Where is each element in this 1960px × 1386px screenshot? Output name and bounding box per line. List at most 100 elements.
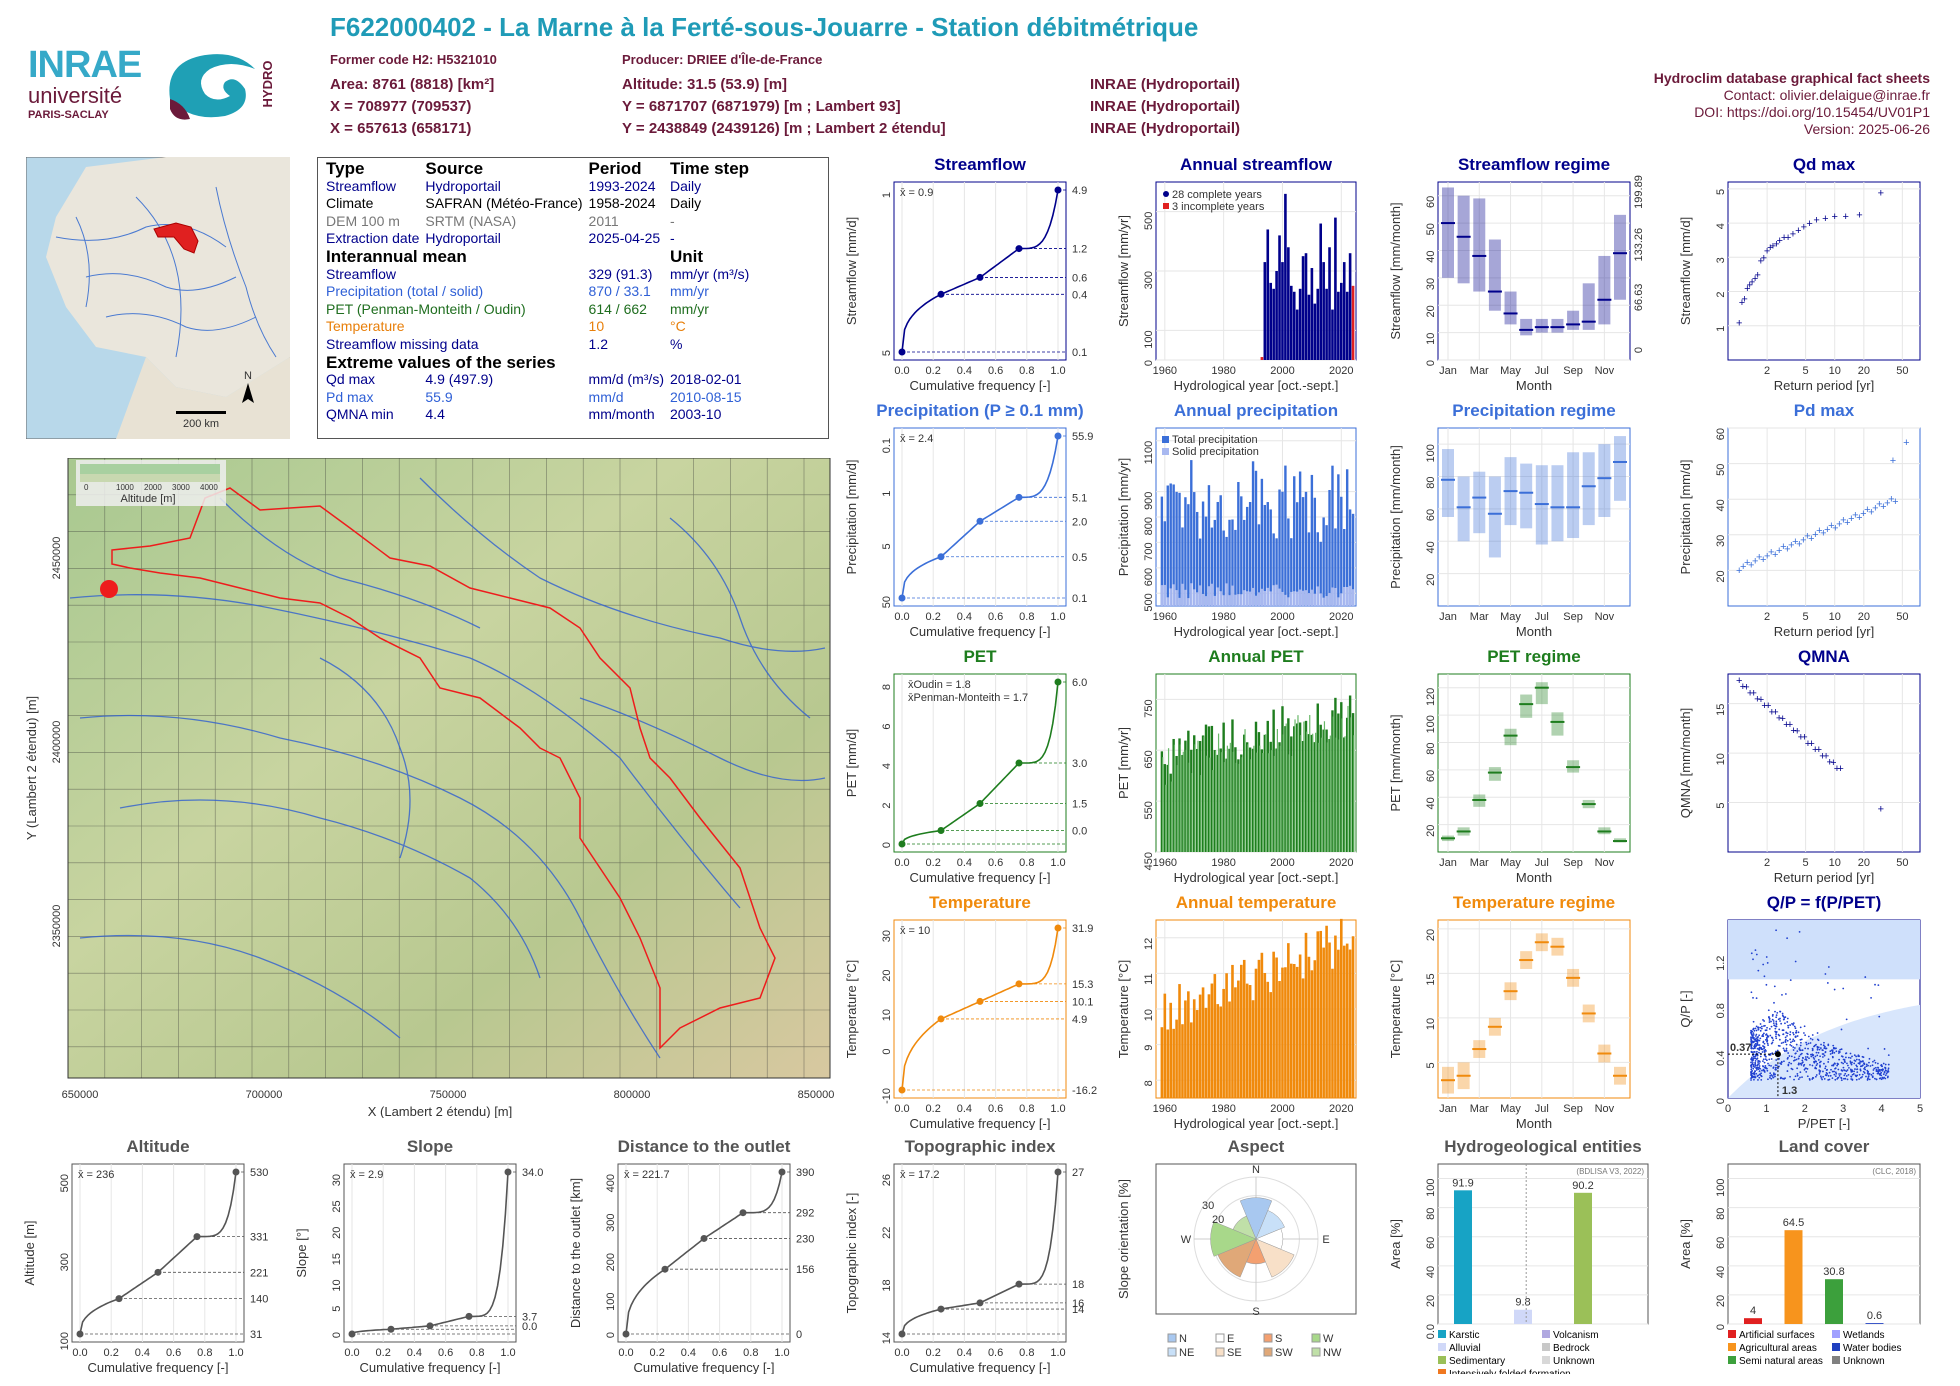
x-tick: Jul — [1535, 611, 1549, 623]
scatter-point — [1754, 1038, 1757, 1041]
scatter-point — [1752, 1036, 1755, 1039]
x-tick: Jan — [1439, 365, 1457, 377]
data-point: + — [1779, 713, 1785, 725]
scatter-point — [1786, 1032, 1789, 1035]
scatter-point — [1757, 1079, 1759, 1081]
scatter-point — [1782, 1033, 1784, 1036]
scatter-point — [1877, 1067, 1880, 1069]
x-tick: May — [1500, 857, 1521, 869]
plot-area — [1437, 1163, 1649, 1325]
info-row-cell: Daily — [669, 177, 702, 194]
scatter-point — [1771, 1037, 1774, 1040]
scatter-point — [1798, 931, 1801, 933]
x-tick: 0.0 — [894, 1103, 909, 1115]
data-point: + — [1790, 725, 1796, 737]
x-tick: 1980 — [1211, 857, 1235, 869]
scatter-point — [1811, 1053, 1814, 1056]
scatter-point — [1796, 1035, 1799, 1037]
legend-entry: W — [1323, 1333, 1334, 1345]
scatter-point — [1822, 1053, 1825, 1055]
x-tick: 0.8 — [743, 1347, 758, 1359]
legend-entry: Agricultural areas — [1739, 1343, 1817, 1354]
scatter-point — [1852, 1073, 1855, 1075]
mean-pm: x̄Penman-Monteith = 1.7 — [908, 692, 1028, 704]
solid-bar — [1243, 590, 1246, 606]
y-tick: 800 — [1143, 517, 1155, 535]
y-tick: 10 — [1425, 1018, 1437, 1030]
scatter-point — [1799, 1062, 1802, 1065]
scatter-point — [1874, 1061, 1877, 1064]
y-axis-label: Distance to the outlet [km] — [568, 1178, 583, 1328]
scatter-point — [1829, 1074, 1832, 1077]
solid-bar — [1193, 589, 1196, 606]
right-tick: 133.26 — [1633, 228, 1645, 262]
scatter-point — [1755, 997, 1758, 1000]
annual-bar — [1278, 489, 1281, 606]
annual-bar — [1248, 747, 1252, 852]
info-row: Streamflow Hydroportail 1993-2024 Daily — [326, 178, 755, 196]
annual-bar — [1325, 925, 1328, 1098]
scatter-point — [1789, 1031, 1792, 1033]
quantile-point — [1054, 186, 1062, 194]
scatter-point — [1800, 1052, 1803, 1055]
data-point: + — [1772, 706, 1778, 718]
legend-swatch — [1438, 1330, 1446, 1338]
y-tick: 40 — [1425, 1266, 1437, 1278]
annual-bar — [1269, 741, 1272, 852]
extreme-cell: 4.9 (497.9) — [425, 371, 494, 388]
x-tick: Mar — [1470, 857, 1489, 869]
category-bar — [1865, 1323, 1884, 1324]
scatter-point — [1855, 1055, 1858, 1058]
x-tick: 2000 — [1270, 611, 1294, 623]
pm-bar — [1194, 744, 1196, 852]
scatter-point — [1787, 1026, 1790, 1029]
solid-bar — [1166, 597, 1169, 606]
scatter-point — [1750, 1068, 1753, 1071]
source-1: INRAE (Hydroportail) — [1090, 76, 1240, 93]
annual-bar — [1292, 291, 1296, 360]
annual-bar — [1295, 502, 1299, 606]
scatter-point — [1858, 1062, 1861, 1065]
y-axis-label: Temperature [°C] — [844, 960, 859, 1058]
solid-bar — [1322, 597, 1325, 606]
scatter-point — [1792, 1049, 1795, 1051]
scatter-point — [1798, 1055, 1801, 1058]
pm-bar — [1229, 742, 1231, 852]
scatter-point — [1766, 1038, 1768, 1041]
scatter-point — [1816, 1032, 1819, 1034]
annual-bar — [1345, 291, 1349, 360]
y-tick: 650 — [1143, 750, 1155, 768]
annual-bar — [1290, 736, 1293, 852]
right-tick: 221 — [250, 1267, 268, 1279]
annual-bar — [1204, 516, 1208, 606]
scatter-point — [1769, 1076, 1771, 1079]
y-axis-label: PET [mm/yr] — [1116, 727, 1131, 799]
scatter-point — [1785, 1043, 1788, 1046]
right-tick: 16 — [1072, 1298, 1084, 1310]
scatter-point — [1759, 1055, 1762, 1058]
annual-bar — [1231, 519, 1234, 606]
scatter-point — [1840, 1055, 1843, 1058]
scatter-point — [1856, 1068, 1858, 1071]
scatter-point — [1823, 1054, 1826, 1057]
annual-bar — [1219, 1006, 1223, 1098]
annual-bar — [1195, 511, 1199, 606]
pm-bar — [1323, 721, 1326, 852]
annual-bar — [1163, 993, 1167, 1098]
scatter-point — [1789, 979, 1792, 982]
x-tick: 1 — [1763, 1103, 1769, 1115]
solid-bar — [1293, 591, 1296, 606]
extreme-cell: mm/d (m³/s) — [588, 371, 664, 388]
info-panel: Type Source Period Time step Streamflow Hydro… — [317, 157, 829, 439]
mean-label: x̄ = 2.4 — [900, 433, 933, 445]
scatter-point — [1785, 1038, 1787, 1041]
bar-label: 30.8 — [1823, 1266, 1844, 1278]
bar-label: 91.9 — [1452, 1177, 1473, 1189]
chart-title: Annual precipitation — [1174, 401, 1338, 420]
scatter-point — [1831, 1077, 1834, 1080]
info-row-cell: SRTM (NASA) — [425, 212, 517, 229]
scatter-point — [1887, 1070, 1890, 1073]
